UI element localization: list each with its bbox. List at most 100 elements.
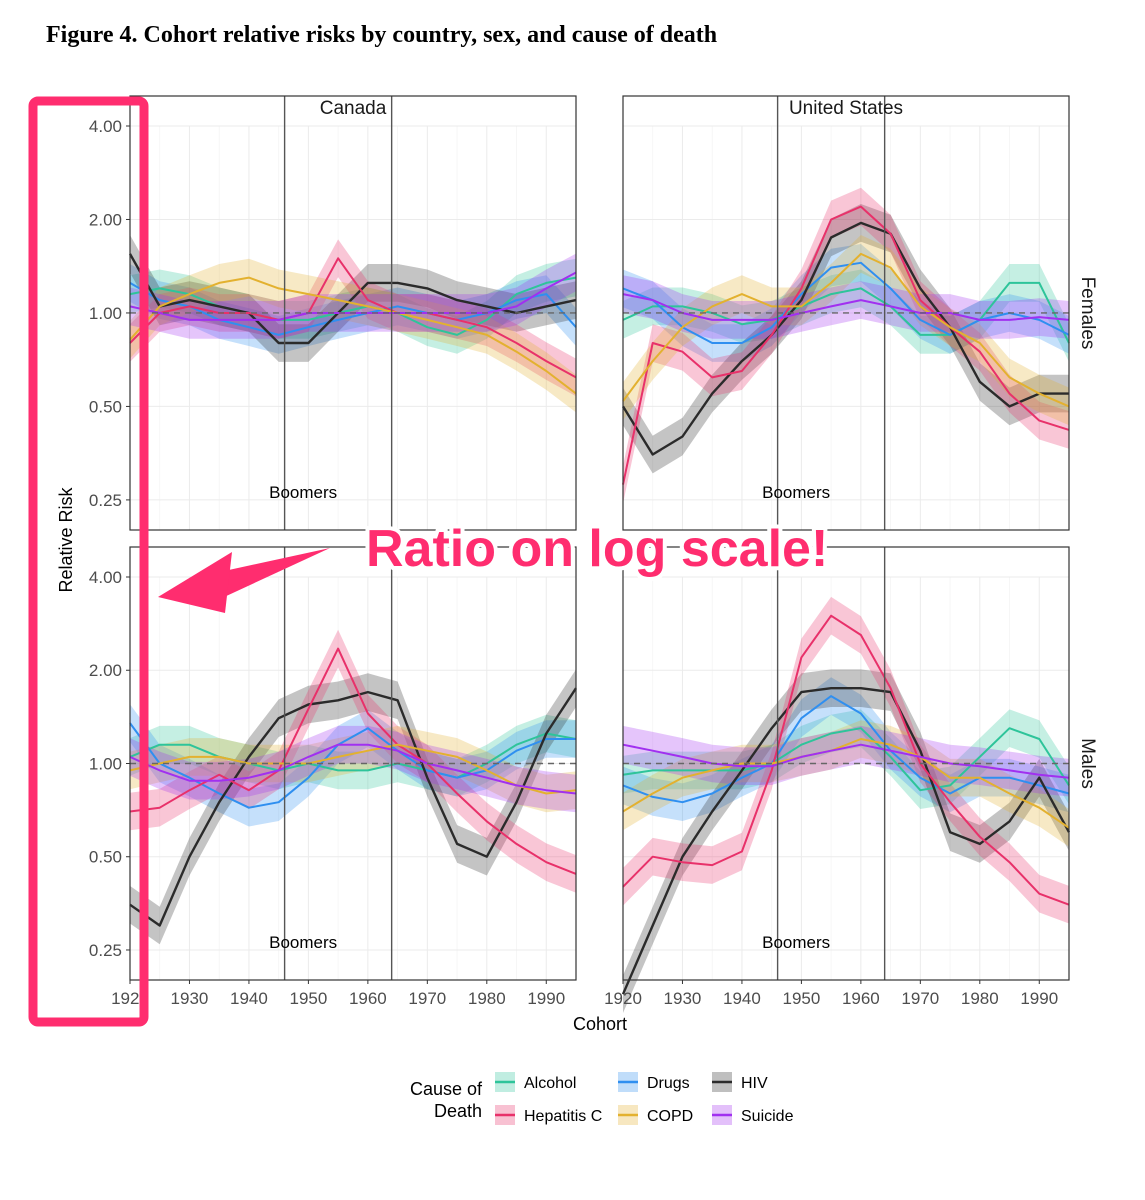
series-line-hiv [129, 687, 578, 927]
ribbon-copd [130, 725, 576, 813]
series-line-copd [129, 276, 577, 395]
x-tick-label: 1980 [468, 989, 506, 1008]
ribbon-hiv [130, 669, 576, 945]
x-tick-label: 1940 [723, 989, 761, 1008]
legend-label: Hepatitis C [524, 1108, 602, 1125]
ribbon-suicide [130, 725, 576, 813]
panel-united-states-males: Boomers 1920 1930 1940 1950 1960 1970 1980 1990 [604, 546, 1071, 1013]
series-line-alcohol [622, 281, 1070, 344]
legend-key-drugs: Drugs [618, 1072, 690, 1092]
series-line-drugs [622, 695, 1070, 804]
series-line-drugs [129, 722, 576, 809]
panel-canada-males: Boomers 0.25 0.50 1.00 2.00 4.00 1920 1930 1940 1… [89, 546, 578, 1008]
strip-label-canada: Canada [320, 98, 387, 119]
x-tick-label: 1990 [1020, 989, 1058, 1008]
ribbon-alcohol [623, 264, 1069, 362]
series-line-hiv [621, 221, 1069, 456]
y-tick-label: 2.00 [89, 661, 122, 680]
ribbon-copd [623, 235, 1069, 426]
ribbon-hepatitis-c [623, 596, 1069, 924]
x-tick-label: 1970 [901, 989, 939, 1008]
annotation-text: Ratio on log scale! [366, 520, 828, 578]
series-line-hepatitis-c [622, 205, 1070, 485]
x-tick-label: 1970 [408, 989, 446, 1008]
legend-key-copd: COPD [618, 1105, 693, 1125]
ribbon-drugs [130, 704, 576, 827]
legend-key-hiv: HIV [712, 1072, 768, 1092]
y-tick-label: 0.50 [89, 848, 122, 867]
highlight-box [28, 96, 149, 1027]
figure-title: Figure 4. Cohort relative risks by count… [46, 22, 718, 48]
series-line-drugs [129, 282, 577, 336]
boomers-label: Boomers [762, 933, 830, 952]
y-axis-title: Relative Risk [56, 486, 76, 592]
legend-title-line-1: Cause of [410, 1079, 483, 1099]
ribbon-copd [130, 258, 576, 413]
x-tick-label: 1950 [289, 989, 327, 1008]
legend-label: Alcohol [524, 1075, 576, 1092]
strip-label-united-states: United States [789, 98, 903, 119]
panel-united-states-females: Boomers [621, 95, 1070, 531]
legend-label: HIV [741, 1075, 768, 1092]
boomers-label: Boomers [269, 483, 337, 502]
ribbon-hepatitis-c [623, 187, 1069, 504]
boomers-label: Boomers [269, 933, 337, 952]
ribbon-alcohol [623, 709, 1069, 809]
y-tick-label: 4.00 [89, 568, 122, 587]
annotation-arrow-head [158, 552, 232, 613]
series-line-hiv [621, 687, 1071, 995]
series-line-suicide [129, 743, 577, 795]
x-tick-label: 1960 [349, 989, 387, 1008]
legend-title-line-2: Death [434, 1101, 482, 1121]
x-tick-label: 1990 [527, 989, 565, 1008]
x-tick-label: 1930 [171, 989, 209, 1008]
series-line-copd [129, 743, 577, 795]
y-tick-label: 1.00 [89, 304, 122, 323]
x-axis-title: Cohort [573, 1014, 627, 1034]
legend-label: Suicide [741, 1108, 794, 1125]
panel-border [622, 95, 1070, 531]
series-line-hepatitis-c [129, 257, 577, 379]
series-line-hepatitis-c [622, 614, 1070, 906]
annotation: Ratio on log scale! [28, 96, 832, 1027]
y-tick-label: 0.50 [89, 397, 122, 416]
strip-label-males: Males [1077, 738, 1098, 789]
legend-label: Drugs [647, 1075, 690, 1092]
panel-background [623, 126, 1069, 530]
x-tick-label: 1950 [782, 989, 820, 1008]
x-tick-label: 1930 [664, 989, 702, 1008]
series-line-copd [622, 738, 1070, 829]
series-line-suicide [622, 743, 1070, 779]
boomers-label: Boomers [762, 483, 830, 502]
x-tick-label: 1920 [604, 989, 642, 1008]
x-tick-label: 1920 [111, 989, 149, 1008]
series-line-alcohol [622, 727, 1070, 792]
series-line-drugs [622, 261, 1070, 344]
ribbon-suicide [623, 275, 1069, 339]
legend-key-alcohol: Alcohol [495, 1072, 576, 1092]
x-tick-label: 1960 [842, 989, 880, 1008]
series-line-hepatitis-c [129, 647, 577, 875]
x-tick-label: 1940 [230, 989, 268, 1008]
y-tick-label: 0.25 [89, 941, 122, 960]
legend-key-suicide: Suicide [712, 1105, 794, 1125]
y-tick-label: 2.00 [89, 210, 122, 229]
legend-key-hepatitis-c: Hepatitis C [495, 1105, 602, 1125]
strip-label-females: Females [1077, 277, 1098, 350]
series-line-suicide [622, 293, 1070, 321]
ribbon-hepatitis-c [130, 239, 576, 397]
ribbon-copd [623, 720, 1069, 847]
series-line-alcohol [129, 732, 577, 779]
panel-background [130, 126, 576, 530]
y-tick-label: 4.00 [89, 117, 122, 136]
y-tick-label: 0.25 [89, 491, 122, 510]
panel-canada-females: Boomers 0.25 0.50 1.00 2.00 4.00 [89, 95, 577, 531]
x-tick-label: 1980 [961, 989, 999, 1008]
ribbon-hiv [623, 669, 1069, 1013]
panel-border [622, 546, 1070, 981]
y-tick-label: 1.00 [89, 754, 122, 773]
annotation-arrow-shaft [215, 548, 330, 598]
ribbon-drugs [623, 677, 1069, 821]
